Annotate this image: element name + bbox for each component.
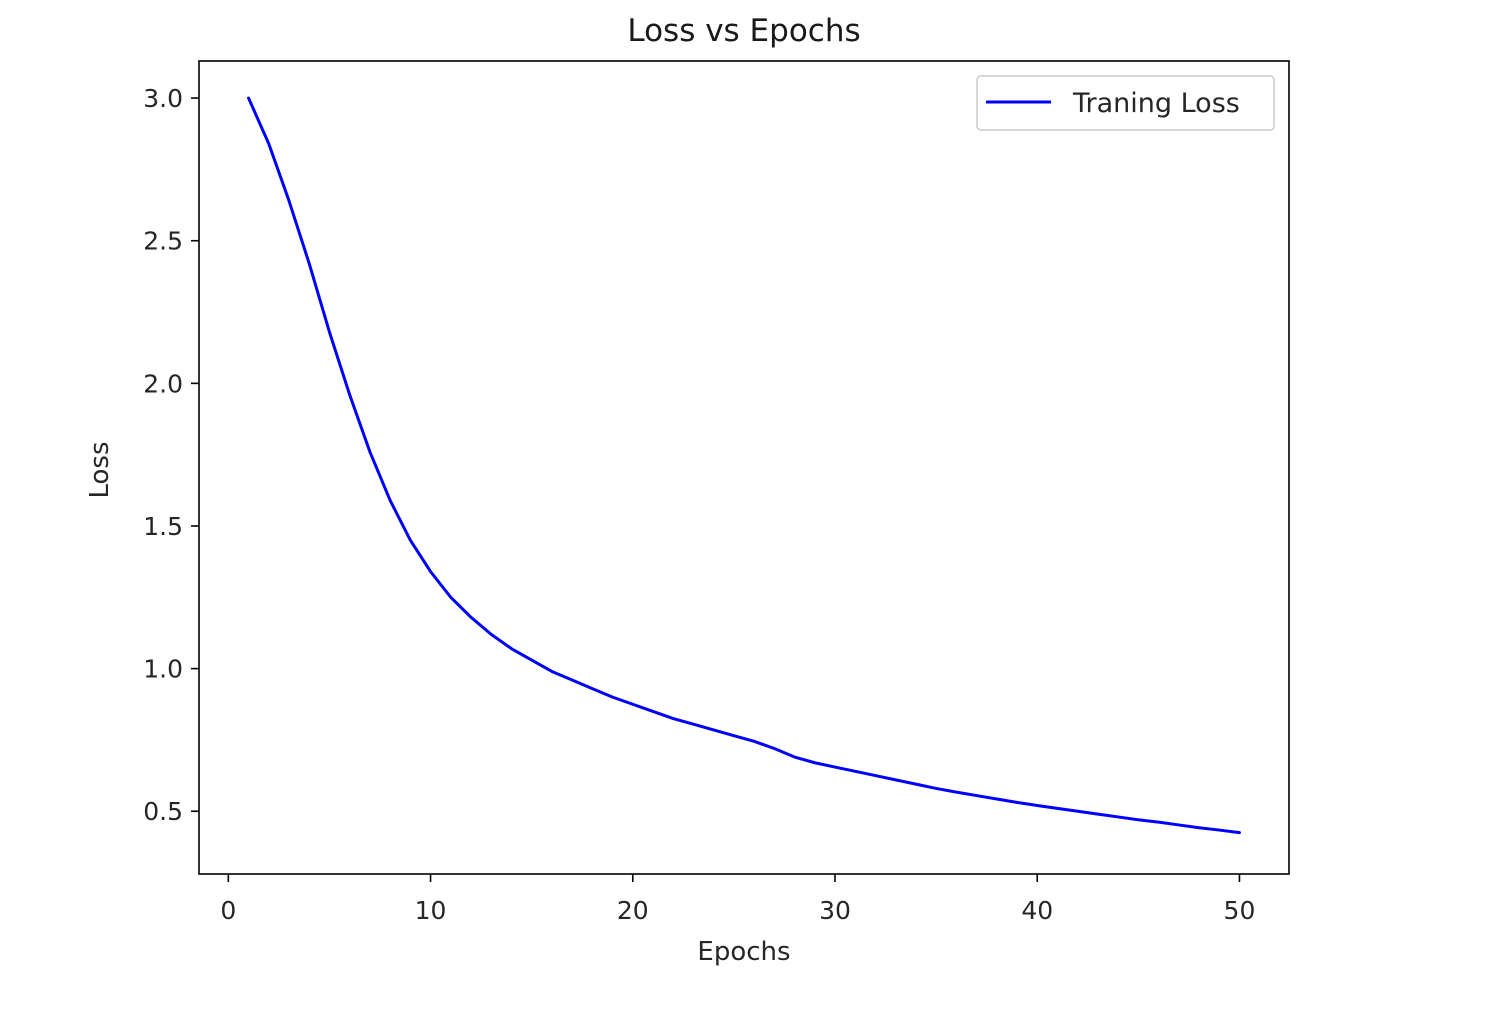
x-tick-label: 40 (1021, 896, 1053, 925)
y-axis: 0.5 1.0 1.5 2.0 2.5 3.0 (143, 84, 199, 826)
legend: Traning Loss (976, 75, 1275, 131)
plot-area (198, 60, 1290, 875)
x-axis: 0 10 20 30 40 50 (220, 874, 1255, 925)
x-tick-label: 20 (617, 896, 649, 925)
plot-frame (198, 60, 1290, 875)
y-tick-label: 0.5 (143, 797, 183, 826)
legend-label: Traning Loss (1072, 88, 1240, 119)
x-tick-label: 0 (220, 896, 236, 925)
chart-title: Loss vs Epochs (627, 13, 860, 49)
y-tick-label: 1.5 (143, 512, 183, 541)
x-tick-label: 10 (415, 896, 447, 925)
y-tick-label: 3.0 (143, 84, 183, 113)
x-tick-label: 50 (1224, 896, 1256, 925)
y-tick-label: 2.5 (143, 227, 183, 256)
y-axis-label: Loss (85, 441, 115, 498)
x-tick-label: 30 (819, 896, 851, 925)
legend-box (976, 75, 1275, 131)
series-line-training-loss (247, 96, 1241, 835)
y-tick-label: 1.0 (143, 655, 183, 684)
y-tick-label: 2.0 (143, 369, 183, 398)
x-axis-label: Epochs (697, 937, 790, 967)
series-lines (247, 96, 1241, 835)
